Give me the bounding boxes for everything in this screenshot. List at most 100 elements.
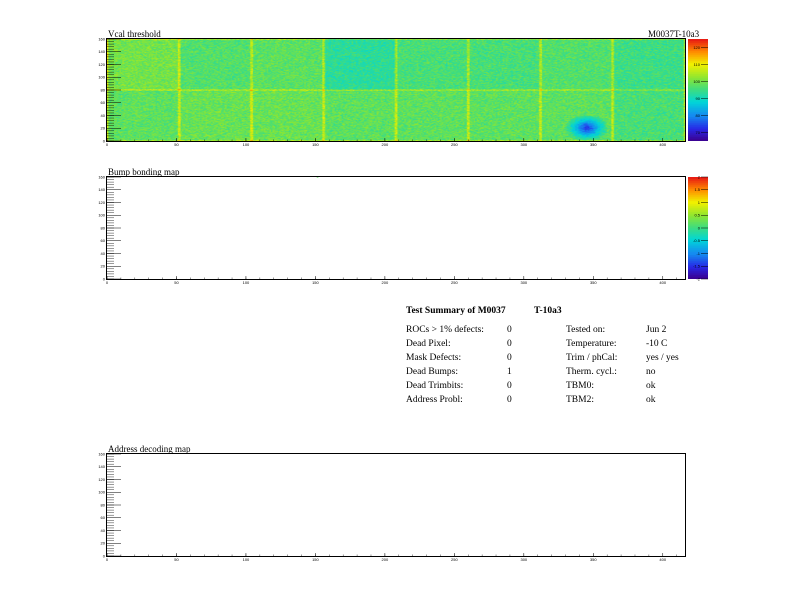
y-tick-label: 20	[101, 264, 106, 269]
y-tick-label: 120	[98, 477, 105, 482]
bump-title: Bump bonding map	[108, 167, 180, 177]
y-tick-label: 140	[98, 49, 105, 54]
y-tick-label: 140	[98, 464, 105, 469]
vcal-heatmap	[107, 39, 685, 141]
y-tick-label: 80	[101, 87, 106, 92]
summary-label: Address Probl:	[406, 395, 463, 405]
x-tick-label: 200	[382, 557, 389, 562]
summary-title-suffix: T-10a3	[534, 306, 562, 316]
y-tick-label: 100	[98, 490, 105, 495]
y-tick-label: 60	[101, 100, 106, 105]
y-tick-label: 100	[98, 213, 105, 218]
x-tick-label: 350	[590, 142, 597, 147]
x-tick-label: 150	[312, 280, 319, 285]
y-tick-label: 160	[98, 174, 105, 179]
test-summary: Test Summary of M0037 T-10a3 ROCs > 1% d…	[406, 306, 706, 406]
palette-tick-label: 1.5	[694, 187, 700, 192]
summary-value: 1	[507, 367, 512, 377]
summary-value: 0	[507, 339, 512, 349]
x-tick-label: 0	[106, 142, 109, 147]
palette-tick-label: 110	[694, 62, 701, 67]
y-tick-label: 80	[101, 502, 106, 507]
x-tick-label: 50	[174, 557, 179, 562]
y-tick-label: 0	[103, 138, 106, 143]
x-tick-label: 250	[451, 142, 458, 147]
vcal-title: Vcal threshold	[108, 29, 161, 39]
x-tick-label: 250	[451, 280, 458, 285]
summary-label: TBM2:	[566, 395, 594, 405]
x-tick-label: 150	[312, 142, 319, 147]
x-tick-label: 250	[451, 557, 458, 562]
x-tick-label: 300	[520, 142, 527, 147]
x-tick-label: 0	[106, 280, 109, 285]
summary-label: Dead Bumps:	[406, 367, 458, 377]
x-tick-label: 400	[659, 557, 666, 562]
summary-label: Trim / phCal:	[566, 353, 618, 363]
bump-heatmap	[107, 177, 685, 279]
y-tick-label: 0	[103, 276, 106, 281]
y-tick-label: 160	[98, 36, 105, 41]
y-tick-label: 20	[101, 126, 106, 131]
summary-value: 0	[507, 325, 512, 335]
summary-label: Therm. cycl.:	[566, 367, 617, 377]
palette-tick-label: -0.5	[693, 238, 701, 243]
x-tick-label: 300	[520, 557, 527, 562]
y-tick-label: 60	[101, 238, 106, 243]
palette-tick-label: 0.5	[694, 213, 700, 218]
palette-tick-label: 70	[696, 130, 701, 135]
summary-value: 0	[507, 381, 512, 391]
y-tick-label: 20	[101, 541, 106, 546]
y-tick-label: 40	[101, 251, 106, 256]
palette-tick-label: 0	[698, 225, 701, 230]
summary-value: ok	[646, 395, 656, 405]
y-tick-label: 140	[98, 187, 105, 192]
palette-tick-label: -1.5	[693, 264, 701, 269]
summary-label: Temperature:	[566, 339, 617, 349]
palette-tick-label: 120	[693, 45, 700, 50]
x-tick-label: 400	[659, 142, 666, 147]
y-tick-label: 40	[101, 113, 106, 118]
x-tick-label: 350	[590, 280, 597, 285]
x-tick-label: 50	[174, 280, 179, 285]
address-title: Address decoding map	[108, 444, 191, 454]
palette-tick-label: 1	[698, 200, 701, 205]
summary-value: 0	[507, 395, 512, 405]
y-tick-label: 80	[101, 225, 106, 230]
palette-tick-label: 90	[696, 96, 701, 101]
y-tick-label: 100	[98, 75, 105, 80]
address-heatmap	[107, 454, 685, 556]
y-tick-label: 40	[101, 528, 106, 533]
summary-label: Tested on:	[566, 325, 606, 335]
x-tick-label: 150	[312, 557, 319, 562]
y-tick-label: 120	[98, 62, 105, 67]
palette-tick-label: -1	[696, 251, 700, 256]
summary-label: Dead Trimbits:	[406, 381, 464, 391]
palette-tick-label: 100	[693, 79, 700, 84]
summary-value: -10 C	[646, 339, 668, 349]
summary-value: yes / yes	[646, 353, 679, 363]
x-tick-label: 100	[243, 280, 250, 285]
summary-value: 0	[507, 353, 512, 363]
summary-label: Mask Defects:	[406, 353, 462, 363]
summary-value: Jun 2	[646, 325, 667, 335]
x-tick-label: 200	[382, 142, 389, 147]
summary-value: ok	[646, 381, 656, 391]
y-tick-label: 60	[101, 515, 106, 520]
summary-label: Dead Pixel:	[406, 339, 451, 349]
summary-label: TBM0:	[566, 381, 594, 391]
module-label: M0037T-10a3	[648, 29, 700, 39]
summary-title: Test Summary of M0037	[406, 306, 506, 316]
y-tick-label: 120	[98, 200, 105, 205]
palette-tick-label: 80	[696, 113, 701, 118]
x-tick-label: 200	[382, 280, 389, 285]
x-tick-label: 50	[174, 142, 179, 147]
x-tick-label: 350	[590, 557, 597, 562]
x-tick-label: 0	[106, 557, 109, 562]
summary-value: no	[646, 367, 656, 377]
summary-label: ROCs > 1% defects:	[406, 325, 484, 335]
palette-tick-label: 2	[698, 174, 701, 179]
y-tick-label: 0	[103, 553, 106, 558]
palette-tick-label: -2	[696, 276, 700, 281]
x-tick-label: 300	[520, 280, 527, 285]
